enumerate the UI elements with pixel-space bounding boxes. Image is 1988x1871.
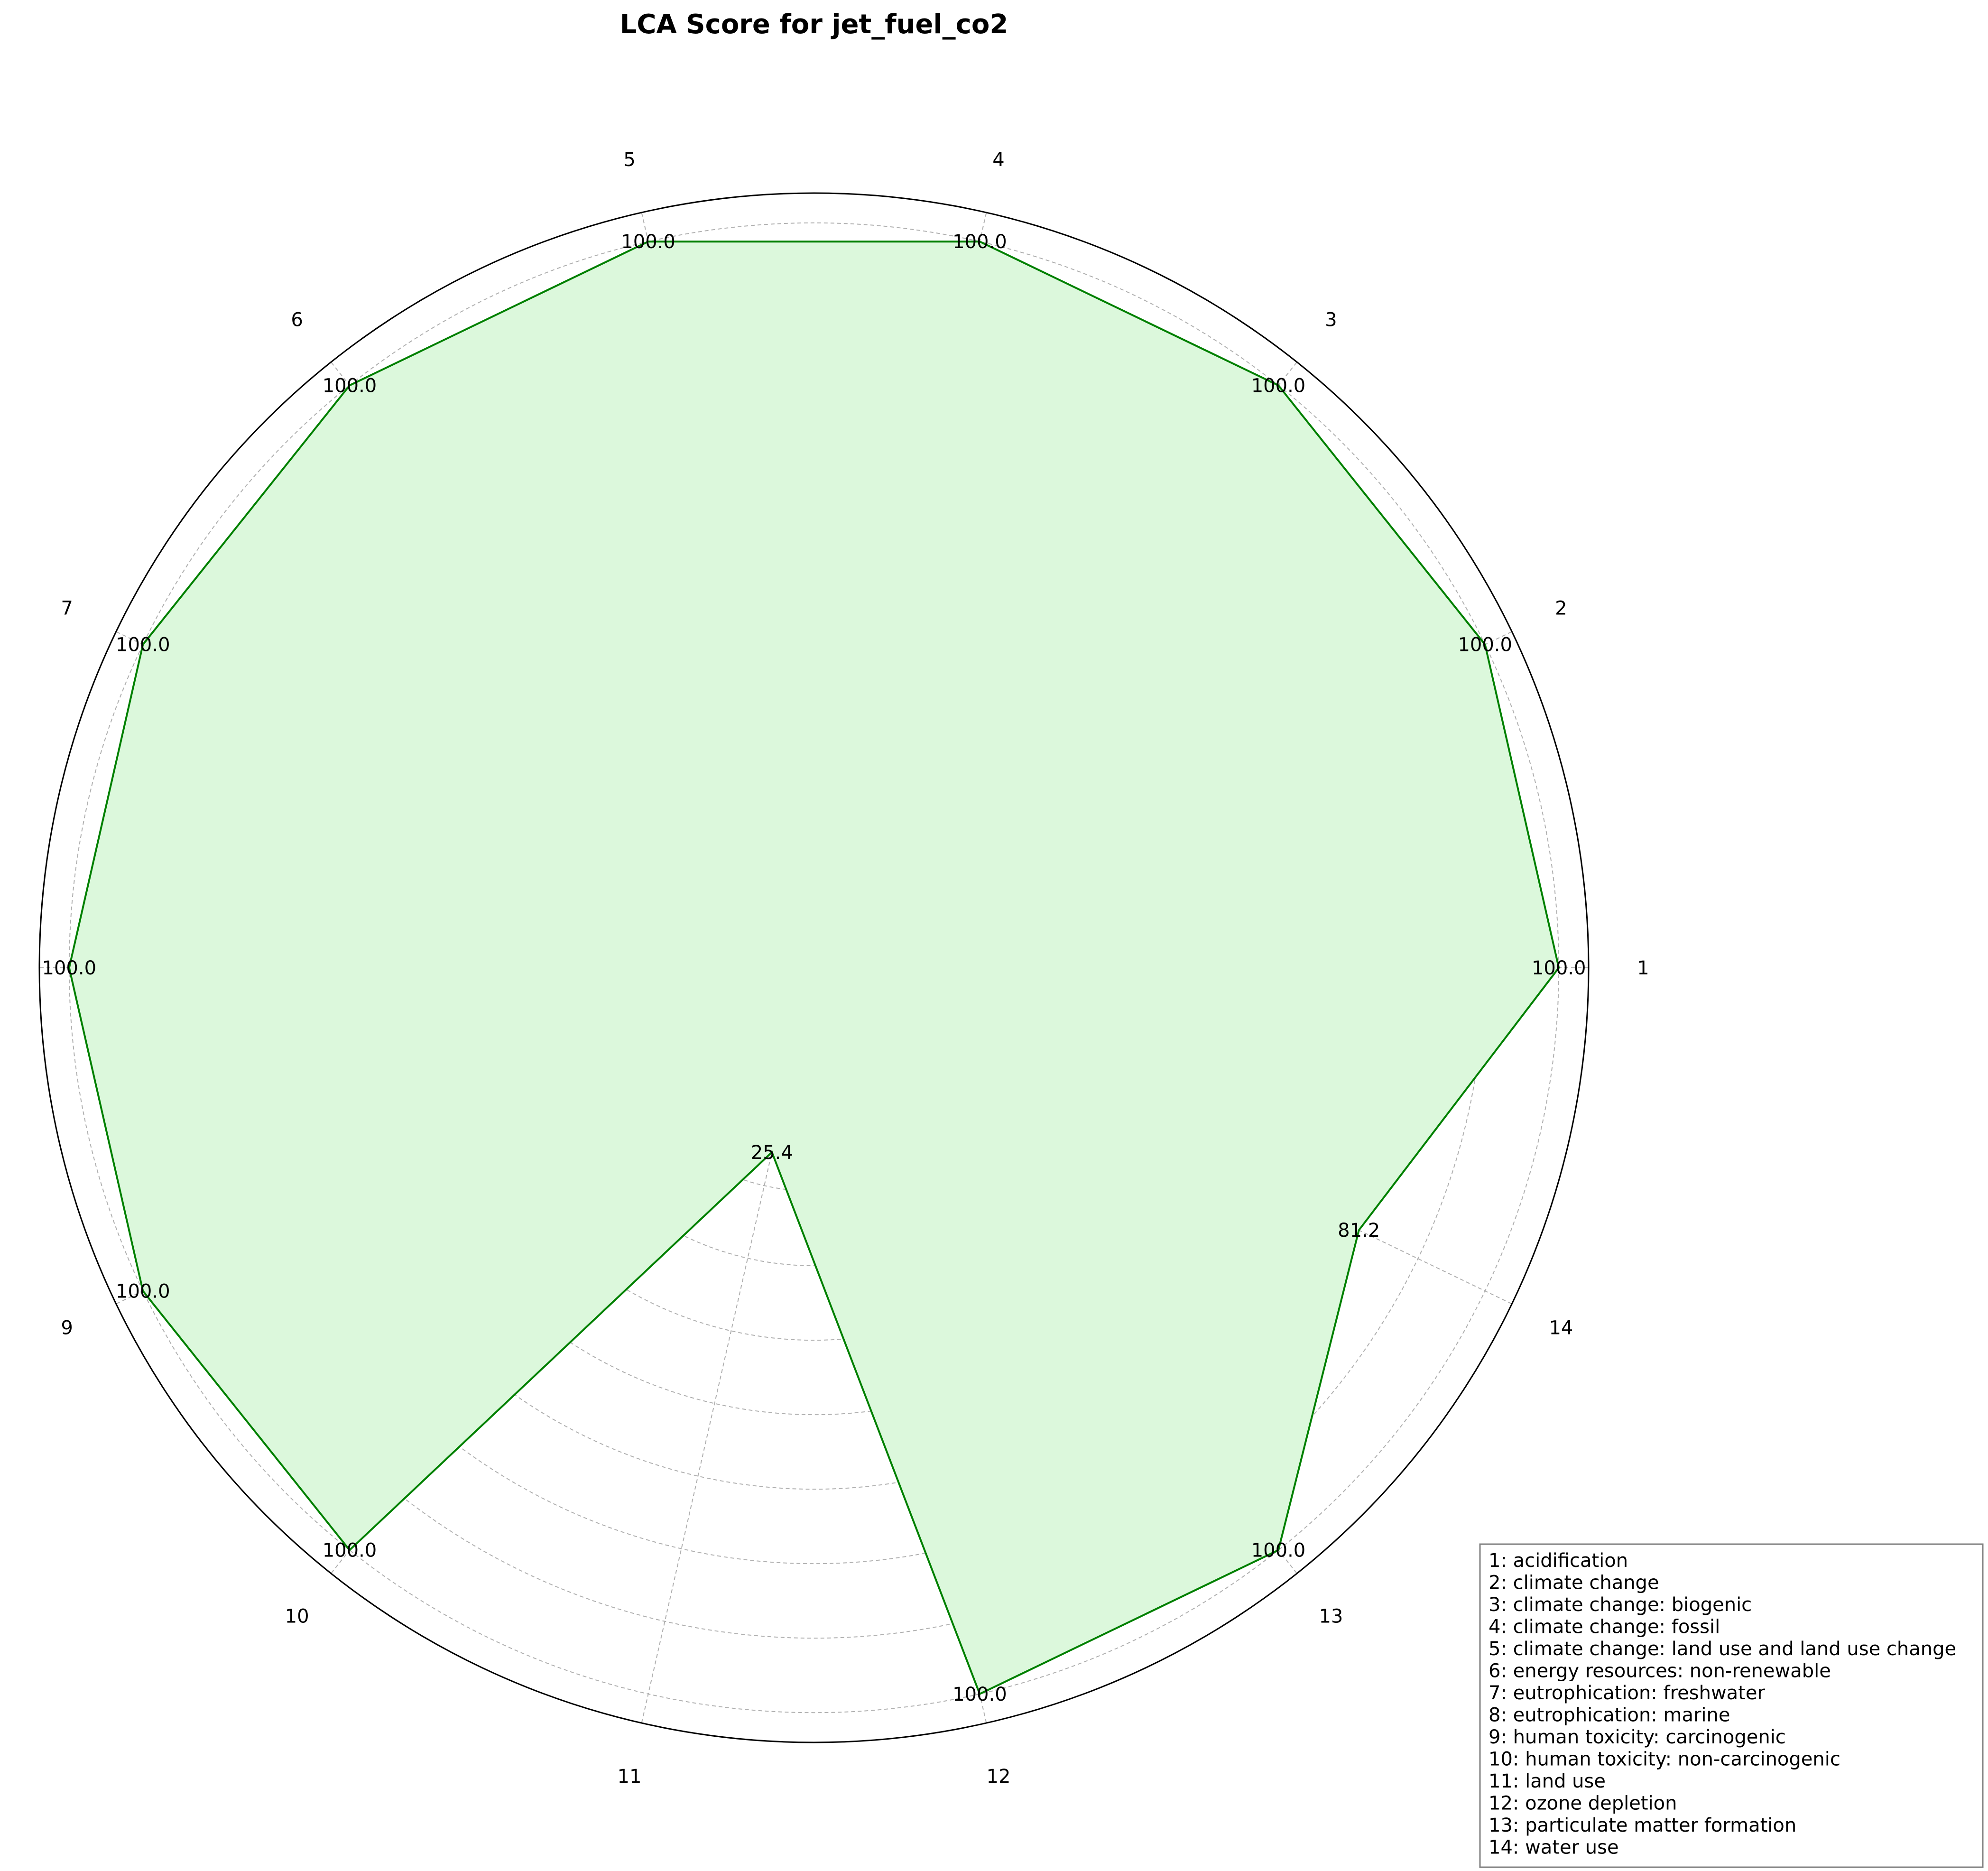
legend-entry: 4: climate change: fossil: [1489, 1616, 1720, 1638]
legend-entry: 12: ozone depletion: [1489, 1793, 1677, 1815]
category-label: 9: [61, 1317, 73, 1339]
chart-title: LCA Score for jet_fuel_co2: [620, 9, 1008, 40]
polar-frame: [38, 192, 1590, 1743]
category-label: 11: [618, 1766, 642, 1788]
category-label: 4: [992, 149, 1004, 171]
value-label: 25.4: [751, 1142, 793, 1164]
legend-entry: 13: particulate matter formation: [1489, 1815, 1796, 1836]
legend-entry: 2: climate change: [1489, 1572, 1659, 1594]
category-label: 14: [1549, 1317, 1573, 1339]
category-label: 10: [285, 1606, 309, 1628]
category-label: 2: [1555, 598, 1567, 620]
value-label: 100.0: [116, 1280, 170, 1302]
value-label: 100.0: [42, 957, 97, 979]
series-area: [69, 241, 1559, 1694]
value-label: 100.0: [323, 1540, 377, 1562]
category-label: 13: [1319, 1606, 1343, 1628]
value-label: 100.0: [1532, 957, 1586, 979]
legend-entry: 8: eutrophication: marine: [1489, 1704, 1730, 1726]
value-label: 100.0: [952, 1684, 1007, 1705]
legend-entry: 3: climate change: biogenic: [1489, 1594, 1752, 1616]
legend-entry: 6: energy resources: non-renewable: [1489, 1660, 1831, 1682]
legend-entry: 11: land use: [1489, 1770, 1606, 1792]
legend-entry: 1: acidification: [1489, 1550, 1628, 1572]
value-label: 100.0: [621, 231, 675, 253]
category-label: 3: [1325, 309, 1337, 331]
legend-entry: 7: eutrophication: freshwater: [1489, 1682, 1765, 1704]
value-label: 100.0: [1251, 375, 1306, 397]
category-label: 7: [61, 598, 73, 620]
data-layer: [68, 241, 1560, 1695]
value-label: 100.0: [1458, 634, 1512, 656]
value-label: 100.0: [323, 375, 377, 397]
legend-entry: 14: water use: [1489, 1837, 1619, 1859]
value-label: 100.0: [116, 634, 170, 656]
labels-layer: 1234567891011121314100.0100.0100.0100.01…: [42, 149, 1649, 1788]
value-label: 81.2: [1338, 1220, 1380, 1241]
category-label: 1: [1637, 957, 1649, 979]
legend-entry: 10: human toxicity: non-carcinogenic: [1489, 1749, 1840, 1770]
legend-entry: 9: human toxicity: carcinogenic: [1489, 1726, 1786, 1748]
legend-entry: 5: climate change: land use and land use…: [1489, 1638, 1956, 1660]
value-label: 100.0: [1251, 1540, 1306, 1562]
category-label: 6: [291, 309, 303, 331]
category-label: 12: [987, 1766, 1011, 1788]
legend-box: [1479, 1543, 1984, 1868]
value-label: 100.0: [952, 231, 1007, 253]
category-label: 5: [623, 149, 635, 171]
series-line: [68, 241, 1560, 1695]
